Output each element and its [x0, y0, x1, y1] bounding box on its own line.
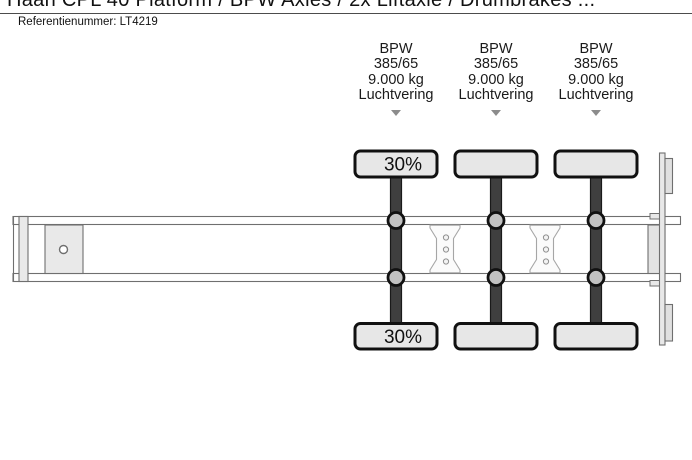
title-bar: Haan CPL 40 Platform / BPW Axles / 2x Li… [0, 0, 692, 14]
air-bellow [486, 268, 506, 287]
tyre [353, 322, 439, 351]
tyre [453, 149, 539, 179]
tyre [353, 149, 439, 179]
axle-shaft [389, 159, 403, 341]
air-bellow [386, 268, 406, 287]
axle-load: 9.000 kg [368, 71, 424, 88]
bolt-hole [542, 234, 550, 241]
page-title: Haan CPL 40 Platform / BPW Axles / 2x Li… [7, 0, 596, 11]
bolt-hole [442, 234, 450, 241]
tyre [453, 322, 539, 351]
rear-end-assembly [647, 152, 674, 346]
reference-label: Referentienummer: [18, 16, 117, 28]
chevron-down-icon[interactable] [591, 109, 601, 116]
front-crossmember [18, 215, 29, 283]
axle-shaft [489, 159, 503, 341]
reference-line: Referentienummer: LT4219 [18, 16, 158, 28]
axle-group-2 [453, 149, 539, 351]
axle-suspension: Luchtvering [558, 87, 634, 104]
tyre [553, 149, 639, 179]
reference-value: LT4219 [119, 16, 158, 28]
air-bellow [486, 211, 506, 230]
air-bellow [386, 211, 406, 230]
bolt-hole [542, 246, 550, 253]
kingpin-icon [58, 244, 69, 255]
chassis-top-rail [12, 215, 682, 226]
taillight [664, 303, 674, 342]
cross-member-plate [529, 224, 561, 274]
axle-load: 9.000 kg [568, 71, 624, 88]
bolt-hole [442, 246, 450, 253]
axle-spec-column-1: BPW 385/65 9.000 kg Luchtvering [336, 41, 456, 116]
bolt-hole [542, 258, 550, 265]
taillight [664, 157, 674, 195]
rear-bracket [649, 280, 661, 287]
tyre [553, 322, 639, 351]
rear-bracket [649, 213, 661, 220]
axle-tyre-size: 385/65 [473, 56, 519, 73]
kingpin-plate [44, 224, 84, 275]
axle-brand: BPW [579, 41, 613, 57]
chevron-down-icon[interactable] [391, 109, 401, 116]
chassis-bottom-rail [12, 272, 682, 283]
chevron-down-icon[interactable] [491, 109, 501, 116]
axle-shaft [589, 159, 603, 341]
axle-group-3 [553, 149, 639, 351]
cross-member-plate [429, 224, 461, 274]
chassis-frame [12, 215, 682, 283]
rear-bumper-bar [658, 152, 666, 346]
bolt-hole [442, 258, 450, 265]
axle-load: 9.000 kg [468, 71, 524, 88]
air-bellow [586, 211, 606, 230]
air-bellow [586, 268, 606, 287]
axle-suspension: Luchtvering [458, 87, 534, 104]
axle-spec-column-3: BPW 385/65 9.000 kg Luchtvering [536, 41, 656, 116]
axle-brand: BPW [479, 41, 513, 57]
axle-tyre-size: 385/65 [573, 56, 619, 73]
axle-suspension: Luchtvering [358, 87, 434, 104]
axle-group-1: 30% 30% [353, 149, 439, 351]
tread-percentage-label: 30% [384, 155, 422, 176]
axle-tyre-size: 385/65 [373, 56, 419, 73]
tread-percentage-label: 30% [384, 327, 422, 348]
axle-spec-column-2: BPW 385/65 9.000 kg Luchtvering [436, 41, 556, 116]
axle-brand: BPW [379, 41, 413, 57]
